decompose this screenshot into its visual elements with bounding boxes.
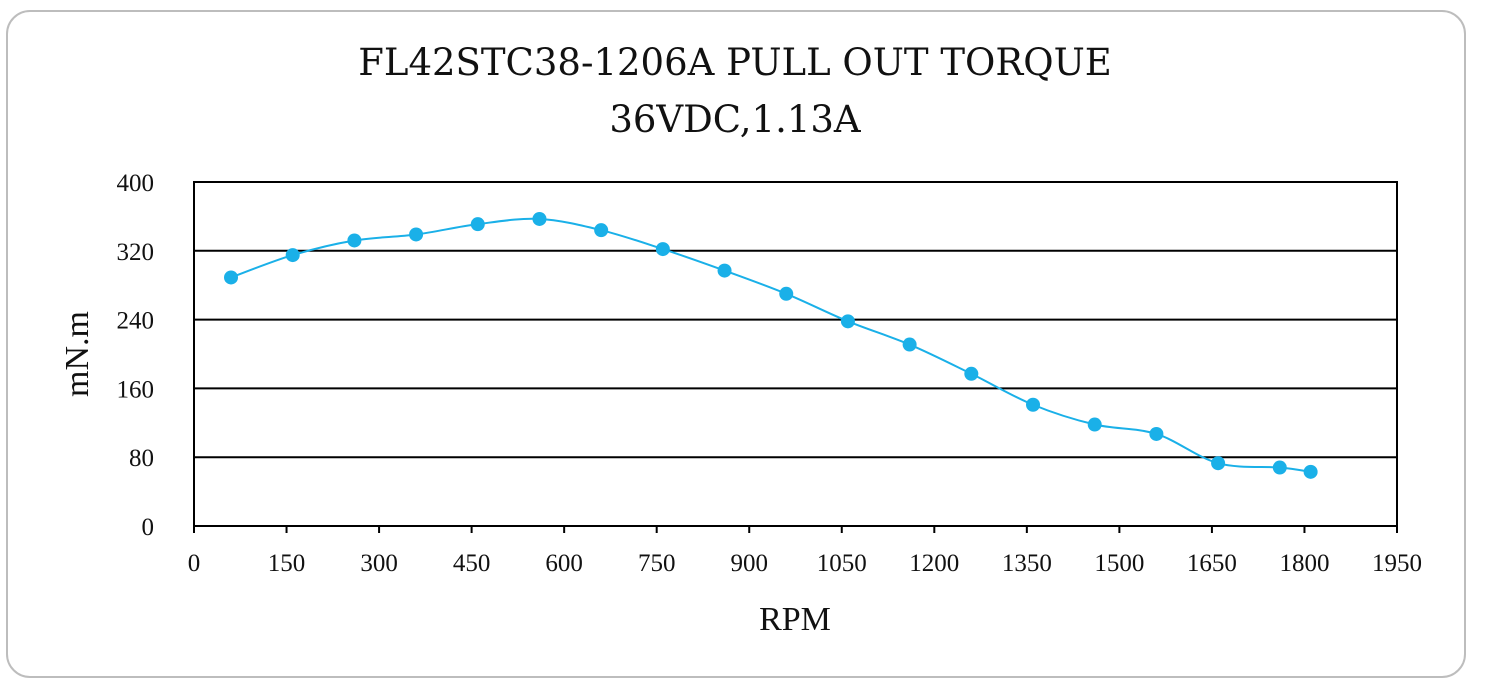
y-axis-title: mN.m: [59, 311, 96, 397]
y-tick-label: 320: [117, 239, 155, 266]
data-point: [655, 242, 670, 257]
data-point: [1149, 426, 1164, 441]
x-tick-label: 0: [188, 550, 201, 577]
x-tick-label: 150: [268, 550, 306, 577]
data-point: [779, 286, 794, 301]
x-tick-label: 1500: [1094, 550, 1144, 577]
data-point: [1272, 460, 1287, 475]
x-tick-label: 1200: [909, 550, 959, 577]
data-point: [347, 233, 362, 248]
x-tick-label: 450: [453, 550, 491, 577]
data-point: [470, 217, 485, 232]
gridlines: [194, 249, 1397, 459]
chart-subtitle: 36VDC,1.13A: [609, 98, 862, 141]
axis-ticks: 0 80 160 240 320 400 0 150 300 450 600 750 900 1050 12…: [117, 170, 1423, 577]
data-point: [840, 314, 855, 329]
data-series: [224, 211, 1318, 479]
data-point: [532, 211, 547, 226]
chart-title: FL42STC38-1206A PULL OUT TORQUE: [358, 41, 1112, 84]
x-tick-label: 1800: [1279, 550, 1329, 577]
y-tick-label: 160: [117, 376, 155, 403]
x-tick-label: 300: [360, 550, 398, 577]
plot-border: [193, 181, 1398, 527]
x-tick-label: 1350: [1002, 550, 1052, 577]
x-axis-title: RPM: [759, 601, 831, 638]
x-tick-label: 750: [638, 550, 676, 577]
x-tick-label: 1950: [1372, 550, 1422, 577]
data-point: [409, 227, 424, 242]
x-tick-label: 1650: [1187, 550, 1237, 577]
chart-frame: [6, 10, 1466, 678]
series-line: [230, 217, 1311, 473]
y-tick-label: 400: [117, 170, 155, 197]
data-point: [964, 366, 979, 381]
x-tick-label: 600: [545, 550, 583, 577]
data-point: [1211, 456, 1226, 471]
data-point: [1087, 417, 1102, 432]
data-point: [902, 337, 917, 352]
data-point: [1303, 464, 1318, 479]
y-tick-label: 80: [129, 445, 154, 472]
data-point: [285, 248, 300, 263]
data-point: [1026, 397, 1041, 412]
data-point: [717, 263, 732, 278]
x-tick-label: 900: [730, 550, 768, 577]
y-tick-label: 0: [142, 514, 155, 541]
data-point: [224, 270, 239, 285]
data-point: [594, 223, 609, 238]
x-tick-label: 1050: [817, 550, 867, 577]
y-tick-label: 240: [117, 308, 155, 335]
